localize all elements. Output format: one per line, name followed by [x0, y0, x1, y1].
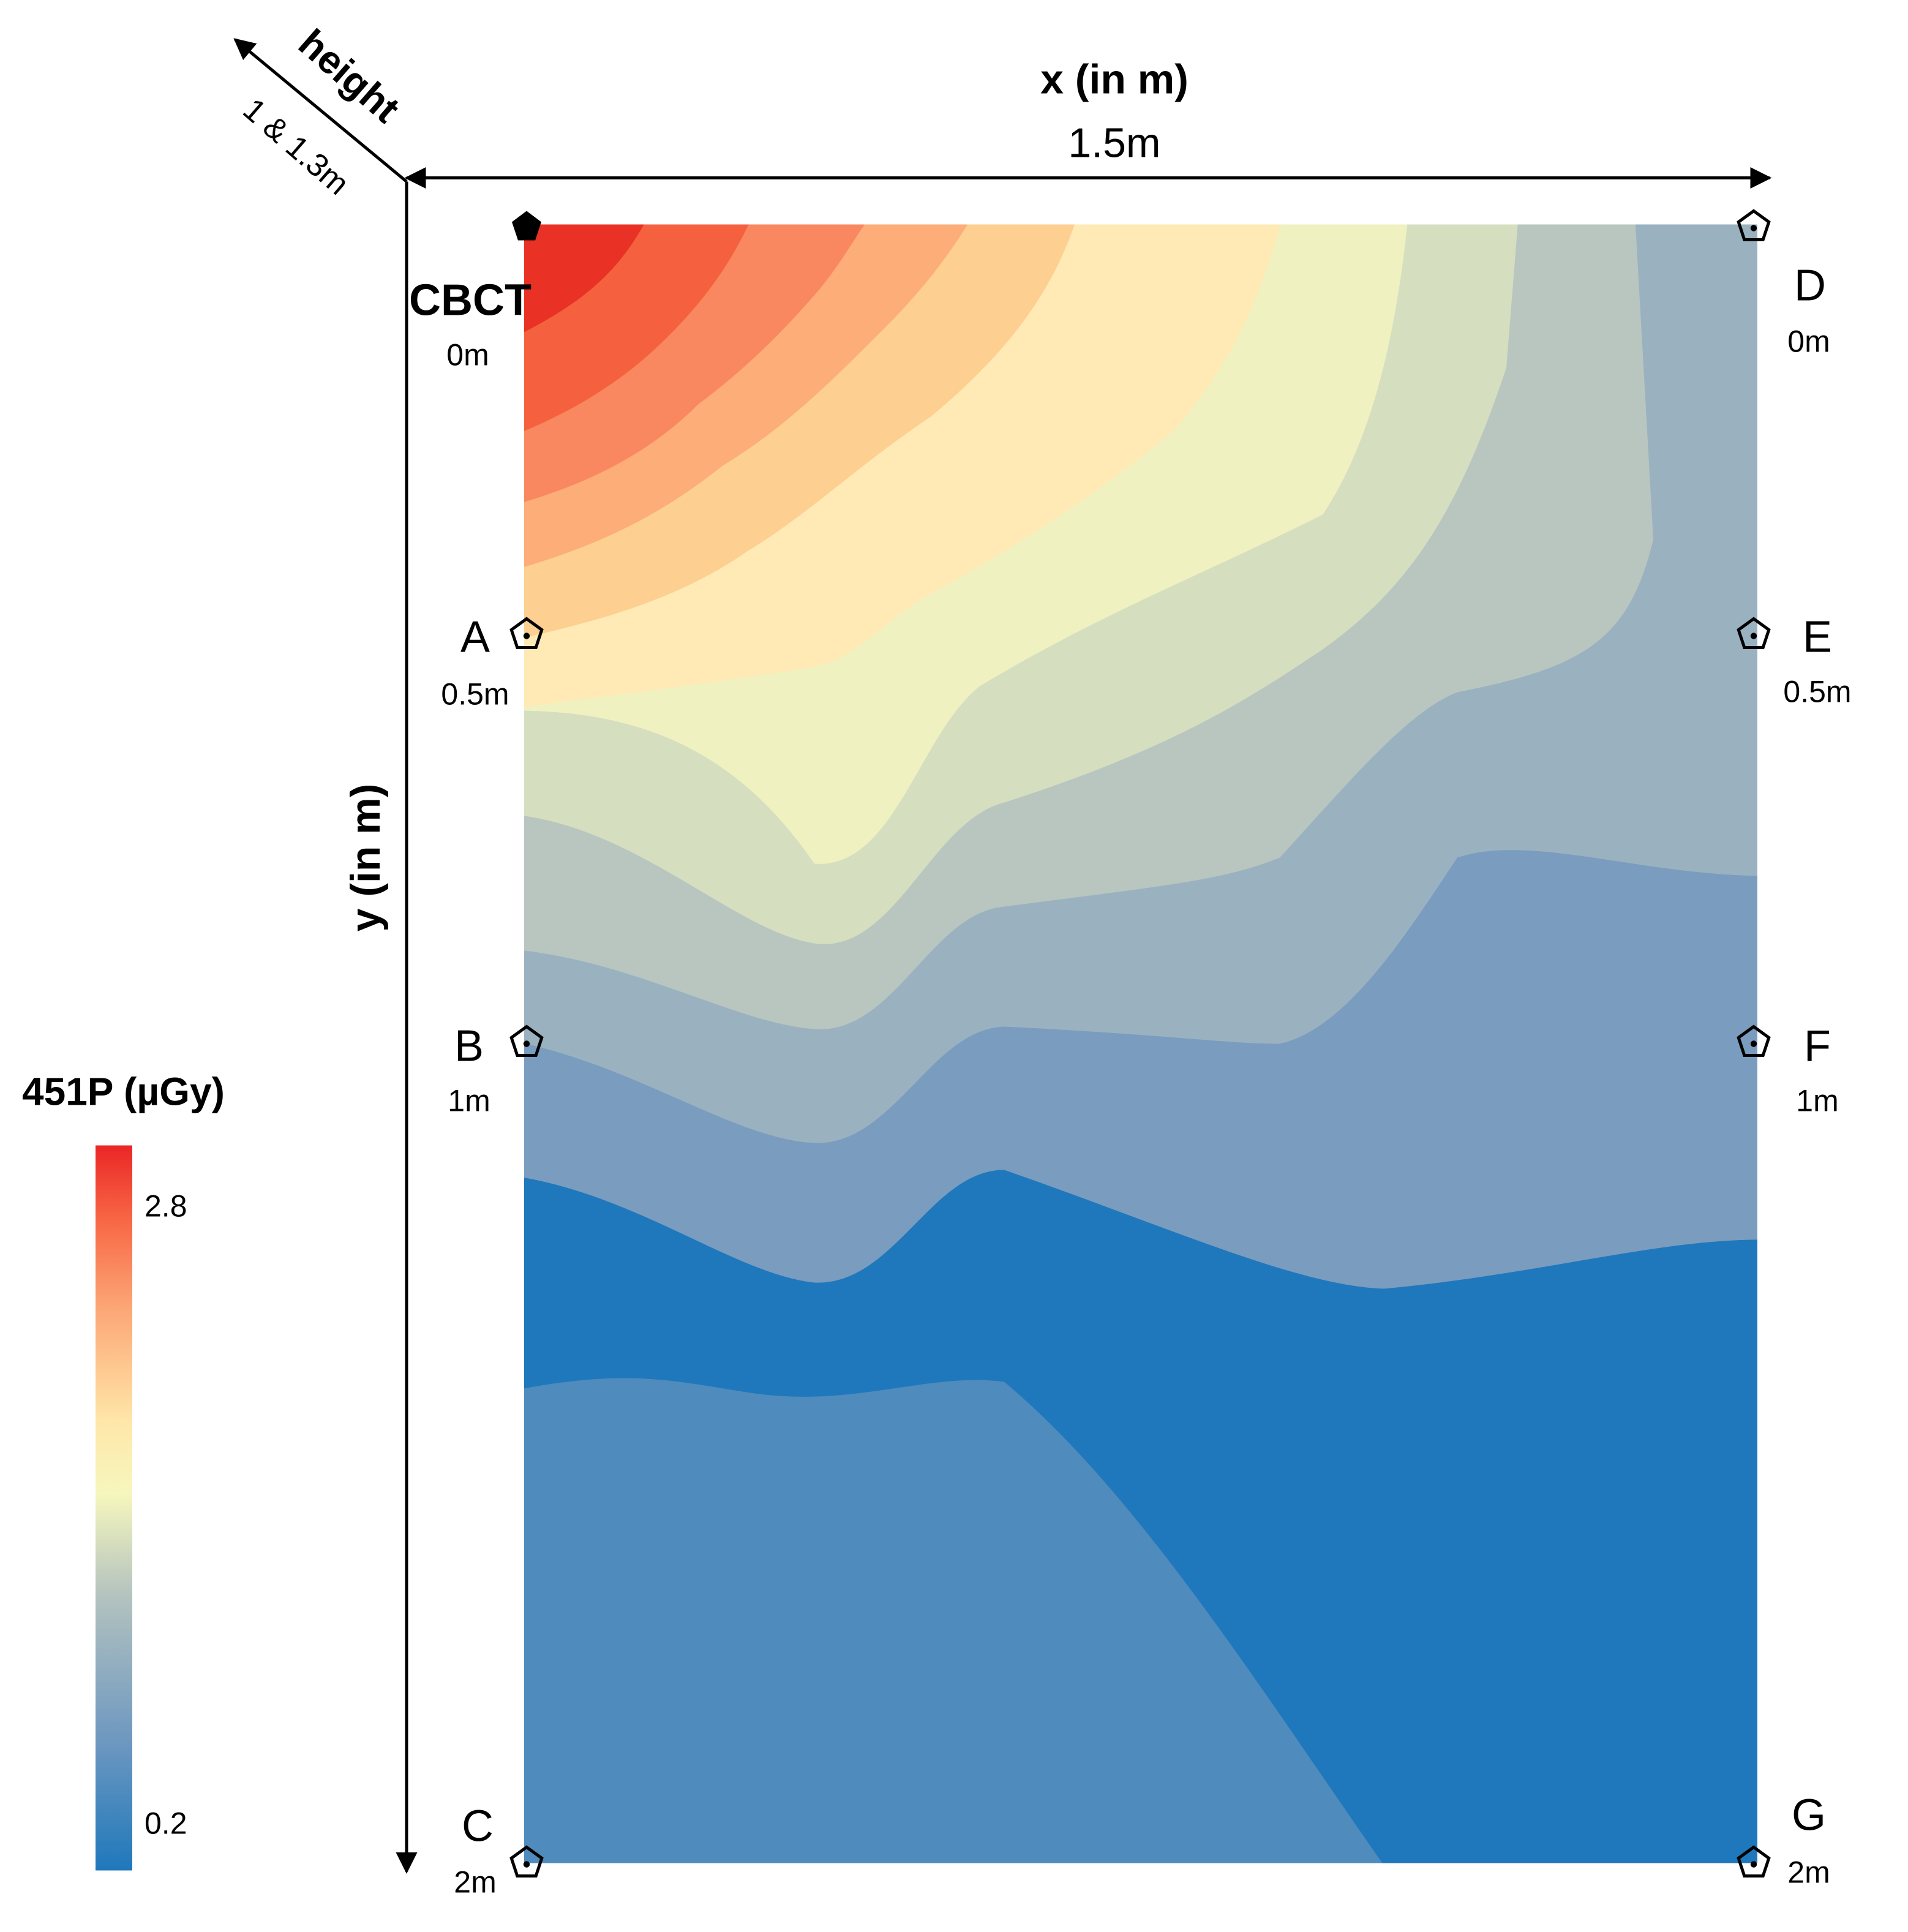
point-e: E 0.5m [1737, 613, 1852, 709]
point-f-label: F [1804, 1022, 1831, 1071]
point-d-label: D [1794, 261, 1826, 310]
point-f-dot [1750, 1040, 1757, 1047]
point-b-marker [509, 1024, 544, 1057]
point-g-marker [1737, 1845, 1771, 1877]
cbct-label: CBCT [409, 276, 531, 325]
colorbar [96, 1145, 132, 1871]
measurement-points: A 0.5m B 1m C 2m D 0m E 0.5m F 1m G 2m [441, 209, 1852, 1900]
point-f: F 1m [1737, 1022, 1839, 1118]
x-axis-label: x (in m) [1040, 56, 1189, 103]
point-e-label: E [1803, 613, 1832, 662]
point-g-label: G [1792, 1791, 1826, 1840]
point-b-dot [523, 1040, 530, 1047]
point-b-distance: 1m [448, 1084, 490, 1118]
point-e-marker [1737, 617, 1771, 649]
point-e-distance: 0.5m [1783, 675, 1851, 709]
point-c-distance: 2m [454, 1865, 496, 1900]
height-value-label: 1 & 1.3m [236, 92, 356, 202]
cbct-distance: 0m [446, 338, 489, 372]
point-b: B 1m [448, 1022, 544, 1118]
point-a-label: A [460, 613, 490, 662]
point-d-dot [1750, 225, 1757, 231]
point-a-marker [509, 617, 544, 649]
x-span-label: 1.5m [1068, 120, 1160, 167]
point-e-dot [1750, 633, 1757, 639]
height-axis-arrow [233, 38, 408, 183]
point-g: G 2m [1737, 1791, 1830, 1890]
point-g-distance: 2m [1787, 1855, 1830, 1890]
colorbar-tick-low: 0.2 [145, 1806, 187, 1841]
height-axis-label: height [290, 21, 408, 131]
cbct-source-marker [512, 211, 541, 241]
point-c: C 2m [454, 1802, 544, 1900]
point-f-marker [1737, 1024, 1771, 1057]
point-a: A 0.5m [441, 613, 544, 712]
contour-band-02 [524, 1378, 1383, 1863]
contour-bands [524, 224, 1757, 1863]
colorbar-title: 451P (µGy) [22, 1070, 225, 1114]
y-axis-label: y (in m) [342, 784, 389, 932]
point-a-dot [523, 633, 530, 639]
point-a-distance: 0.5m [441, 677, 509, 712]
contour-band-13 [524, 224, 644, 333]
point-d-marker [1737, 209, 1771, 241]
point-c-dot [523, 1861, 530, 1868]
point-c-label: C [462, 1802, 494, 1851]
point-b-label: B [454, 1022, 484, 1071]
point-g-dot [1750, 1861, 1757, 1868]
point-d: D 0m [1737, 209, 1830, 359]
point-f-distance: 1m [1796, 1084, 1838, 1118]
colorbar-tick-high: 2.8 [145, 1189, 187, 1223]
point-d-distance: 0m [1787, 325, 1830, 359]
point-c-marker [509, 1845, 544, 1877]
